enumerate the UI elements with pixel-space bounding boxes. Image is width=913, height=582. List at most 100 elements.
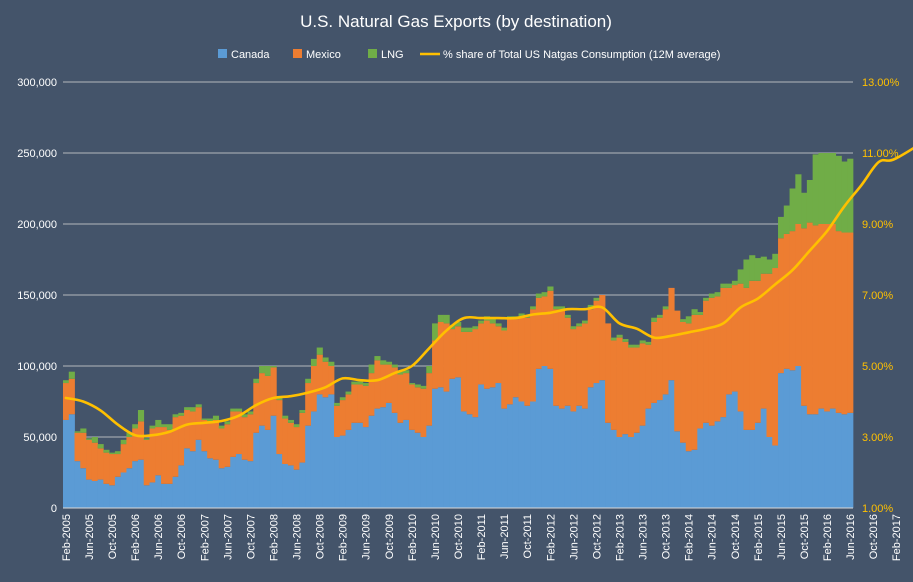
bar-canada [391,412,398,508]
bar-mexico [489,323,496,388]
bar-lng [789,188,796,232]
bar-mexico [270,367,277,416]
bar-lng [806,179,813,223]
bar-lng [547,286,554,291]
bar-canada [437,387,444,508]
bar-lng [616,334,623,338]
bar-mexico [478,323,485,385]
bar-canada [357,422,364,508]
bar-canada [581,408,589,508]
x-tick-label: Oct-2013 [661,514,673,559]
x-tick-label: Feb-2015 [753,514,765,561]
bar-mexico [351,384,358,423]
bar-mexico [155,427,162,476]
bar-canada [708,425,715,508]
bar-canada [247,461,254,508]
bar-mexico [380,364,387,408]
bar-mexico [512,319,519,398]
y-left-tick-label: 200,000 [17,219,57,231]
bar-lng [743,259,750,288]
bar-canada [778,373,785,508]
bar-canada [380,407,387,508]
y-right-tick-label: 3.00% [862,432,893,444]
bar-mexico [789,231,796,371]
x-tick-label: Jun-2011 [499,514,511,559]
bar-lng [633,344,640,348]
bar-mexico [581,323,589,409]
bar-lng [824,153,831,224]
bar-lng [334,402,341,406]
axes: 0 50,000 100,000 150,000 200,000 250,000 300,0… [17,77,903,561]
bar-canada [801,405,808,508]
bar-canada [86,479,93,508]
x-tick-label: Feb-2006 [130,514,142,561]
bar-canada [201,451,208,508]
bar-mexico [253,383,260,433]
bar-lng [535,293,542,298]
bar-mexico [645,344,652,409]
y-left-tick-label: 50,000 [23,432,57,444]
bar-mexico [829,224,837,409]
bar-canada [489,387,496,508]
bar-mexico [518,316,525,402]
bar-mexico [189,411,196,452]
bar-canada [334,437,341,508]
bar-lng [697,312,704,315]
x-tick-label: Jun-2009 [361,514,373,560]
bar-lng [420,385,427,389]
bar-mexico [362,385,369,428]
x-tick-label: Oct-2006 [176,514,188,559]
bar-canada [218,468,225,508]
bar-lng [247,411,254,415]
bar-mexico [472,329,479,418]
share-line [64,146,913,438]
bar-lng [149,425,156,429]
bar-canada [737,411,744,508]
bar-lng [495,323,502,327]
bar-lng [368,364,375,374]
bar-mexico [812,225,819,415]
bar-lng [737,269,744,284]
bar-mexico [835,231,842,413]
bar-mexico [801,228,808,406]
bar-mexico [680,321,687,443]
bar-canada [189,451,196,508]
bar-mexico [576,326,583,406]
bar-canada [610,429,617,508]
bar-canada [760,408,767,508]
bar-lng [63,380,70,384]
bar-canada [680,442,687,508]
legend-swatch-lng [368,49,377,58]
bar-lng [282,415,289,419]
bar-canada [518,401,525,508]
bar-mexico [339,400,346,436]
bar-canada [287,465,295,508]
bar-canada [512,397,519,508]
x-tick-label: Jun-2014 [707,514,719,560]
bar-canada [570,411,577,508]
bar-lng [91,437,98,443]
bar-mexico [466,331,473,415]
bar-canada [558,408,566,508]
bar-canada [726,394,733,508]
bar-canada [120,472,127,508]
legend-swatch-mexico [293,49,302,58]
bar-lng [287,419,295,423]
bar-mexico [564,317,571,406]
bar-canada [207,458,214,508]
bar-lng [166,424,173,430]
bar-canada [143,485,150,508]
bar-canada [137,459,145,508]
bar-canada [622,434,629,508]
bar-mexico [345,394,352,430]
bar-canada [587,387,594,508]
bar-canada [535,368,542,508]
bar-canada [824,411,831,508]
bar-lng [414,384,421,388]
bar-mexico [91,442,98,482]
bar-canada [639,425,646,508]
bar-canada [553,405,560,508]
bar-mexico [639,343,646,426]
bar-lng [518,313,525,317]
x-tick-label: Oct-2007 [245,514,257,559]
